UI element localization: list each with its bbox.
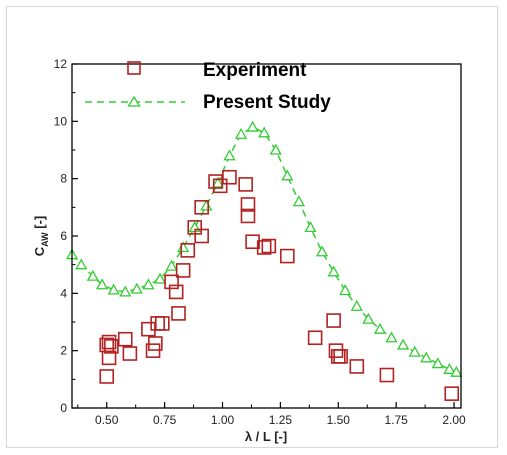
y-tick-label: 4: [60, 286, 67, 300]
ticks: 0.50 0.75 1.00 1.25 1.50 1.75 2.00 0 2 4 6 8 10 12: [54, 57, 466, 427]
legend-experiment-label: Experiment: [203, 60, 307, 81]
experiment-point: [238, 177, 253, 192]
present-study-point: [234, 127, 248, 139]
experiment-point: [333, 349, 348, 364]
experiment-point: [104, 339, 119, 354]
present-study-point: [153, 272, 167, 284]
x-tick-label: 1.50: [327, 413, 351, 427]
present-study-point: [408, 345, 421, 357]
present-study-point: [315, 245, 329, 257]
experiment-point: [379, 367, 395, 383]
experiment-point: [180, 243, 196, 258]
x-tick-label: 1.25: [269, 413, 293, 427]
present-study-point: [119, 285, 132, 297]
present-study-point: [95, 278, 109, 290]
present-study-point: [211, 176, 224, 188]
experiment-point: [164, 274, 179, 290]
plot-area-border: [71, 63, 462, 409]
present-study-point: [339, 284, 352, 296]
experiment-point: [155, 316, 170, 331]
experiment-point: [194, 228, 209, 244]
x-tick-label: 2.00: [442, 413, 466, 427]
present-study-point: [269, 143, 282, 155]
present-study-point: [450, 365, 463, 377]
present-study-point: [443, 362, 456, 374]
y-axis-title-suffix: [-]: [32, 216, 47, 233]
experiment-point: [175, 263, 191, 278]
present-study-point: [327, 265, 340, 277]
present-study-point: [223, 149, 236, 161]
experiment-point: [240, 208, 256, 224]
present-study-point: [385, 331, 398, 343]
present-study-point: [86, 269, 99, 281]
experiment-point: [280, 248, 295, 264]
experiment-point: [194, 200, 209, 215]
legend: Experiment Present Study: [85, 60, 331, 113]
present-study-point: [246, 120, 259, 132]
present-study-point: [397, 338, 410, 350]
series-present-study: [65, 120, 463, 377]
y-tick-label: 0: [60, 401, 67, 415]
chart-frame: [6, 6, 498, 448]
present-study-point: [165, 259, 178, 271]
experiment-point: [117, 331, 133, 347]
experiment-point: [261, 238, 277, 254]
experiment-point: [307, 330, 323, 346]
present-study-point: [431, 357, 444, 369]
x-tick-label: 1.00: [211, 413, 235, 427]
x-tick-label: 0.50: [95, 413, 119, 427]
present-study-point: [200, 199, 213, 211]
present-study-point: [258, 126, 271, 138]
y-tick-label: 8: [60, 172, 67, 186]
experiment-point: [208, 174, 223, 189]
y-axis-title-main: C: [32, 246, 47, 256]
experiment-point: [148, 336, 163, 351]
experiment-point: [240, 197, 256, 212]
present-study-point: [107, 283, 120, 295]
legend-present-label: Present Study: [203, 92, 331, 113]
x-tick-label: 1.75: [384, 413, 408, 427]
x-tick-label: 0.75: [153, 413, 177, 427]
y-axis-title: CAW [-]: [32, 216, 50, 257]
experiment-point: [256, 240, 272, 255]
experiment-point: [444, 386, 460, 401]
present-study-point: [142, 278, 155, 290]
experiment-point: [212, 178, 228, 194]
present-study-point: [420, 351, 433, 363]
present-study-point: [281, 169, 294, 181]
experiment-point: [326, 313, 341, 328]
present-study-line: [71, 126, 457, 373]
legend-present-marker: [127, 95, 141, 107]
present-study-point: [75, 258, 88, 270]
experiment-point: [222, 169, 237, 185]
present-study-point: [304, 221, 317, 233]
axes: [71, 63, 462, 409]
experiment-point: [171, 306, 186, 321]
y-tick-label: 10: [54, 114, 68, 128]
y-tick-label: 2: [60, 344, 67, 358]
experiment-point: [122, 346, 138, 361]
x-axis-title: λ / L [-]: [245, 429, 287, 444]
present-study-point: [130, 282, 143, 294]
present-study-point: [350, 299, 363, 311]
experiment-point: [99, 337, 115, 353]
series-experiment: [99, 169, 460, 401]
present-study-point: [292, 195, 306, 207]
y-tick-label: 12: [54, 57, 68, 71]
y-axis-title-sub: AW: [40, 232, 50, 247]
experiment-point: [168, 284, 184, 300]
experiment-point: [101, 334, 117, 350]
present-study-point: [373, 322, 387, 334]
experiment-point: [99, 369, 115, 384]
present-study-point: [362, 312, 375, 324]
y-tick-label: 6: [60, 229, 67, 243]
experiment-point: [349, 359, 365, 374]
legend-experiment-marker: [127, 61, 141, 75]
